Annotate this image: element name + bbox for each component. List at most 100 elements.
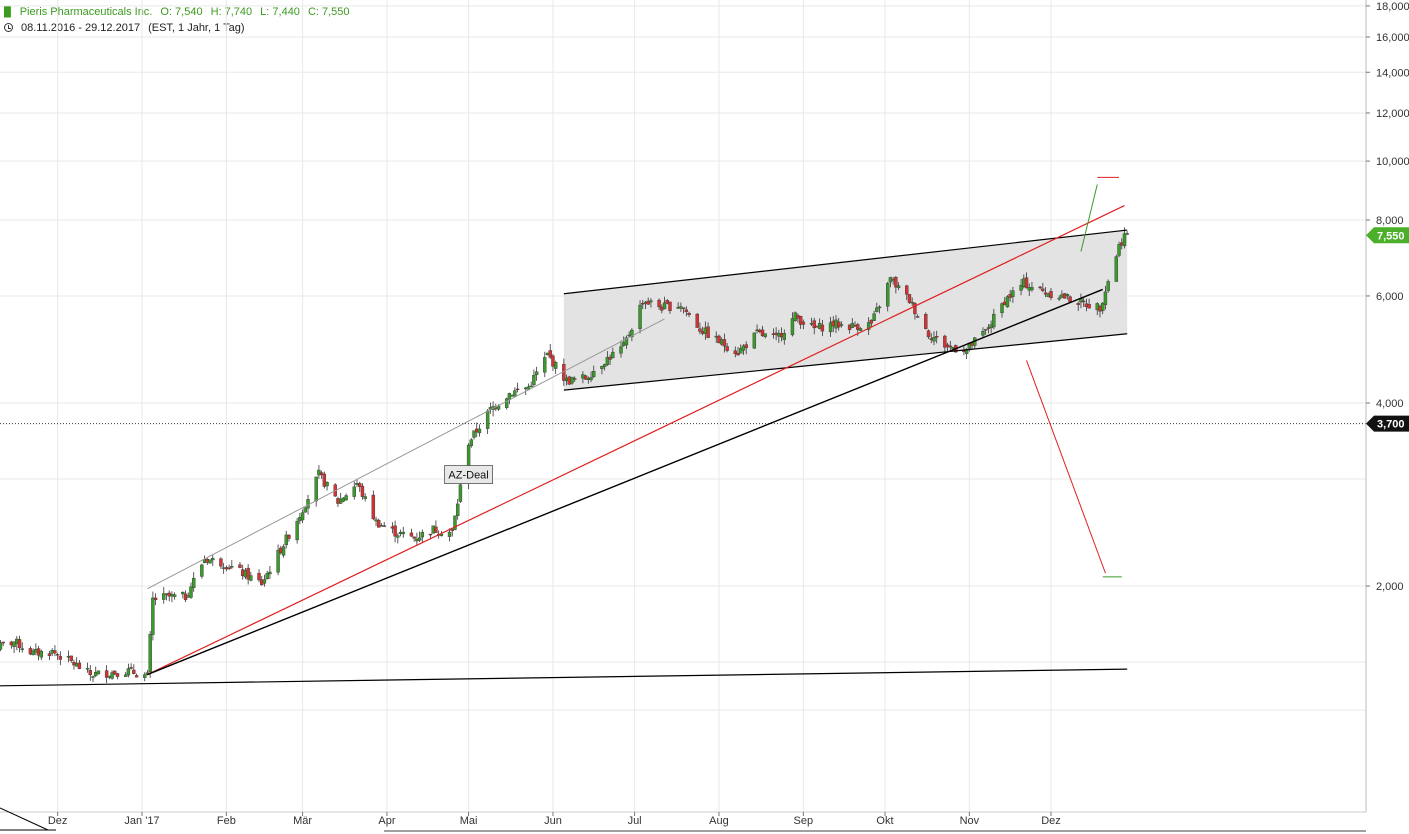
candle <box>238 561 242 569</box>
candle <box>513 387 517 397</box>
y-axis-ticks: 18,000 16,000 14,000 12,000 10,000 8,000 6,000… <box>1366 1 1409 593</box>
candle-body <box>360 485 365 497</box>
x-tick-label: Jan '17 <box>124 815 159 827</box>
candle <box>287 534 291 542</box>
candle-body <box>1068 296 1072 302</box>
y-tick-label: 2,000 <box>1376 581 1404 593</box>
candle-body <box>1106 281 1110 291</box>
candle-body <box>981 331 985 336</box>
candle <box>553 360 558 374</box>
candle <box>869 319 874 327</box>
y-tick-label: 10,000 <box>1376 156 1409 168</box>
candle-body <box>744 344 748 349</box>
candle <box>662 296 667 310</box>
candle <box>281 544 286 558</box>
candle-body <box>948 345 953 348</box>
annotation-box <box>444 465 493 484</box>
candle-body <box>1041 288 1045 292</box>
candle-body <box>47 653 52 656</box>
candle-body <box>1 641 5 644</box>
candle <box>986 324 991 334</box>
candle <box>456 498 460 520</box>
candle <box>649 298 653 308</box>
candle <box>1068 295 1072 303</box>
candle <box>219 557 223 569</box>
candle <box>20 642 24 653</box>
candle-body <box>181 592 185 595</box>
candle <box>265 570 269 580</box>
annotation-label: AZ-Deal <box>448 470 488 482</box>
candle <box>548 344 552 360</box>
candle <box>477 424 482 437</box>
candle-body <box>543 357 547 373</box>
y-tick-label: 18,000 <box>1376 1 1409 13</box>
candle-body <box>77 662 82 669</box>
candle-body <box>382 525 386 527</box>
candle-body <box>924 314 928 329</box>
candle <box>377 518 381 528</box>
candle-body <box>352 486 356 497</box>
candle-body <box>856 324 860 330</box>
candle <box>741 344 746 355</box>
candle <box>910 297 914 307</box>
candle-body <box>725 346 729 351</box>
candle <box>262 574 267 587</box>
candle <box>39 649 44 661</box>
candle <box>284 530 288 549</box>
candle <box>698 322 702 335</box>
candle-body <box>570 376 574 384</box>
candle <box>926 329 931 339</box>
candle-body <box>428 533 433 536</box>
long-horizontal-support <box>0 668 1128 687</box>
candle <box>763 333 767 339</box>
candle-body <box>1125 233 1129 235</box>
candle <box>744 341 748 355</box>
reference-level-badge: 3,700 <box>1366 415 1409 432</box>
candle-body <box>85 668 90 670</box>
candle <box>1106 279 1110 293</box>
candle <box>352 481 356 500</box>
candle-body <box>91 676 95 678</box>
channel-upper-line <box>563 229 1128 295</box>
x-tick-label: Apr <box>378 815 395 827</box>
candle <box>319 470 324 479</box>
candle-body <box>896 285 901 288</box>
candle-body <box>17 639 22 649</box>
candle-body <box>649 300 653 303</box>
candle-body <box>456 503 460 517</box>
candle <box>1117 241 1121 258</box>
plot-area <box>0 176 1366 687</box>
candle-body <box>143 674 147 678</box>
candle <box>790 312 795 337</box>
candle <box>1114 254 1119 282</box>
candle <box>915 314 920 318</box>
candle-body <box>504 398 509 408</box>
candle-body <box>638 304 642 329</box>
candle-body <box>469 439 474 446</box>
candle <box>450 527 454 537</box>
candle-body <box>268 571 272 575</box>
candle-body <box>1087 304 1091 309</box>
candle <box>992 308 996 330</box>
candle-body <box>630 329 634 338</box>
candle <box>573 376 577 382</box>
candle <box>181 591 185 599</box>
candle <box>1103 285 1108 310</box>
candle-body <box>739 348 743 354</box>
green-target-up-line <box>1080 184 1098 252</box>
candle <box>752 332 757 349</box>
candle <box>877 305 882 314</box>
candle <box>47 650 52 661</box>
candle <box>894 275 898 294</box>
candle <box>85 662 90 673</box>
candle-body <box>393 525 397 537</box>
candle <box>409 528 414 537</box>
grid-lines <box>0 0 1366 812</box>
candle-body <box>53 650 57 654</box>
candle <box>363 493 367 502</box>
candle <box>134 673 139 678</box>
candle-body <box>684 309 689 312</box>
candle-body <box>477 428 482 434</box>
candle-body <box>322 473 327 487</box>
